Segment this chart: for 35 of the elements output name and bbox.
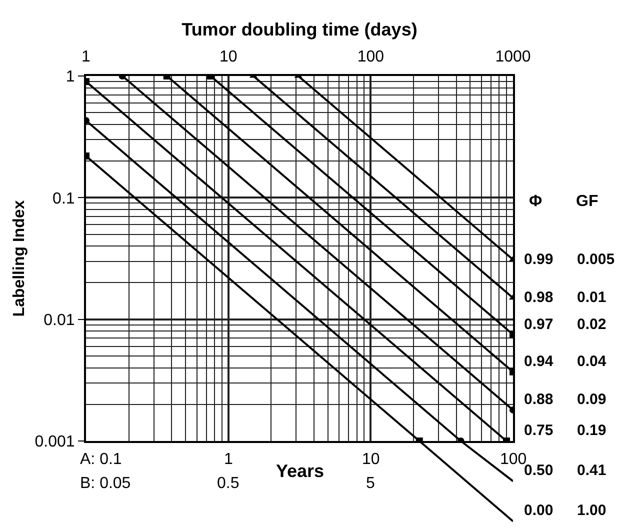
y-tick-label: 0.01 [44,312,75,329]
text: 0.04 [577,353,607,370]
text: 0.02 [577,316,606,333]
text: 0.09 [577,391,606,408]
x-tick-label: 1 [82,48,91,66]
series-label: 0.99 [524,251,554,268]
text: 0.5 [217,475,240,492]
text: B: 0.05 [80,475,131,492]
text: 0.00 [524,502,554,519]
text: 0.19 [577,422,606,439]
y-tick-label: 0.001 [34,434,75,451]
text: Years [276,461,324,481]
text: 10 [362,451,380,468]
text: A: 0.1 [80,451,122,468]
series-label: 0.97 [524,316,554,333]
text: 0.005 [577,251,615,268]
text: 1.00 [577,502,606,519]
text: 0.50 [524,462,554,479]
x-tick-label: 100 [357,48,384,66]
series-label: 0.98 [524,289,554,306]
series-label: 0.88 [524,391,554,408]
y-tick-label: 1 [66,68,75,86]
x-tick-label: 1000 [495,48,531,66]
text: 0.01 [577,289,606,306]
text: 1 [224,451,233,468]
text: 5 [366,475,375,492]
y-axis-title: Labelling Index [11,200,28,317]
y-tick-label: 0.1 [52,190,75,208]
series-label: 0.75 [524,422,554,439]
text: 0.41 [577,462,606,479]
text: Φ [529,193,542,210]
series-label: 0.94 [524,353,554,370]
x-axis-title: Tumor doubling time (days) [182,19,418,40]
x-tick-label: 10 [219,48,238,66]
text: GF [576,193,598,210]
